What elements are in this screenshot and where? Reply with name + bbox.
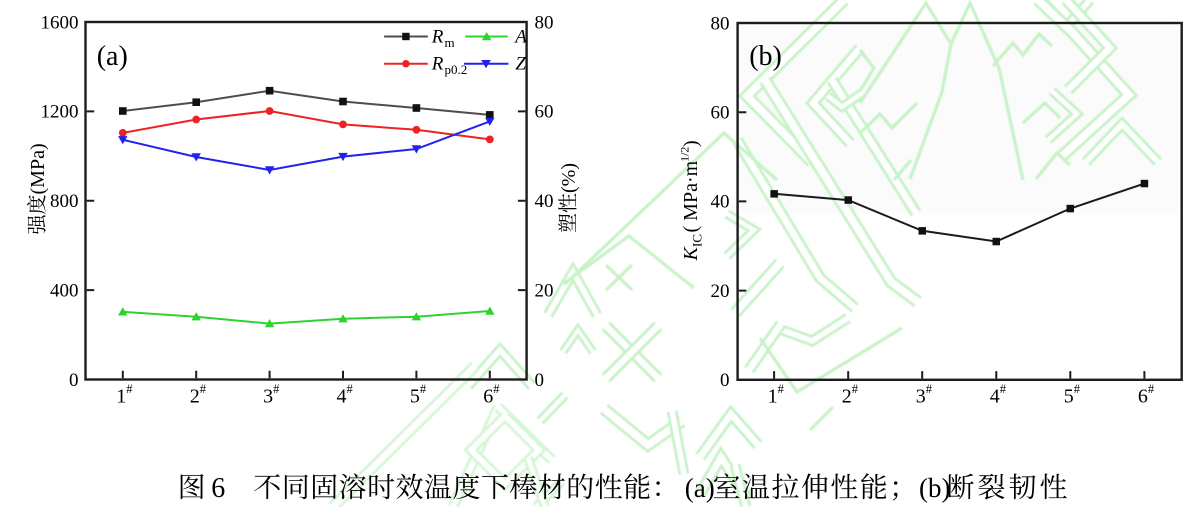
svg-text:0: 0 (720, 370, 730, 391)
svg-text:#: # (126, 382, 133, 396)
svg-text:R: R (431, 26, 444, 47)
svg-text:20: 20 (535, 280, 554, 301)
svg-text:#: # (852, 382, 859, 396)
svg-text:#: # (1074, 382, 1081, 396)
svg-text:#: # (200, 382, 207, 396)
svg-text:4: 4 (990, 385, 1000, 407)
svg-text:(%): (%) (558, 163, 580, 193)
svg-text:#: # (493, 382, 500, 396)
svg-text:K: K (680, 246, 702, 262)
svg-text:800: 800 (50, 191, 79, 212)
svg-text:1: 1 (116, 385, 126, 407)
svg-text:6: 6 (483, 385, 493, 407)
svg-text:Z: Z (515, 54, 526, 75)
svg-text:A: A (513, 26, 527, 47)
svg-text:6: 6 (1138, 385, 1148, 407)
svg-text:m: m (445, 35, 455, 50)
svg-text:1/2: 1/2 (678, 147, 692, 162)
svg-text:#: # (420, 382, 427, 396)
svg-text:#: # (1000, 382, 1007, 396)
svg-text:80: 80 (711, 13, 730, 34)
svg-text:400: 400 (50, 280, 79, 301)
svg-text:(MPa): (MPa) (27, 143, 49, 194)
svg-text:(a): (a) (685, 473, 715, 503)
svg-text:#: # (273, 382, 280, 396)
svg-text:#: # (778, 382, 785, 396)
svg-text:1600: 1600 (41, 12, 79, 33)
svg-text:6: 6 (211, 473, 225, 504)
svg-text:2: 2 (842, 385, 852, 407)
svg-text:): ) (680, 140, 702, 147)
svg-text:(a): (a) (97, 41, 128, 72)
svg-text:40: 40 (535, 191, 554, 212)
svg-text:40: 40 (711, 192, 730, 213)
svg-text:#: # (347, 382, 354, 396)
svg-text:(b): (b) (919, 473, 950, 503)
svg-text:20: 20 (711, 281, 730, 302)
svg-text:p0.2: p0.2 (445, 62, 468, 77)
svg-text:60: 60 (535, 102, 554, 123)
svg-text:#: # (1148, 382, 1155, 396)
svg-text:1200: 1200 (41, 102, 79, 123)
svg-text:R: R (431, 54, 444, 75)
svg-text:#: # (926, 382, 933, 396)
svg-text:1: 1 (768, 385, 778, 407)
svg-text:(b): (b) (749, 41, 782, 72)
svg-text:3: 3 (916, 385, 926, 407)
svg-text:5: 5 (410, 385, 420, 407)
svg-text:80: 80 (535, 12, 554, 33)
svg-text:5: 5 (1064, 385, 1074, 407)
svg-text:2: 2 (190, 385, 200, 407)
svg-text:4: 4 (337, 385, 347, 407)
svg-text:3: 3 (263, 385, 273, 407)
svg-text:60: 60 (711, 103, 730, 124)
svg-text:0: 0 (69, 370, 79, 391)
svg-text:( MPa·m: ( MPa·m (680, 160, 702, 232)
svg-text:IC: IC (690, 234, 705, 247)
svg-text:0: 0 (535, 370, 545, 391)
